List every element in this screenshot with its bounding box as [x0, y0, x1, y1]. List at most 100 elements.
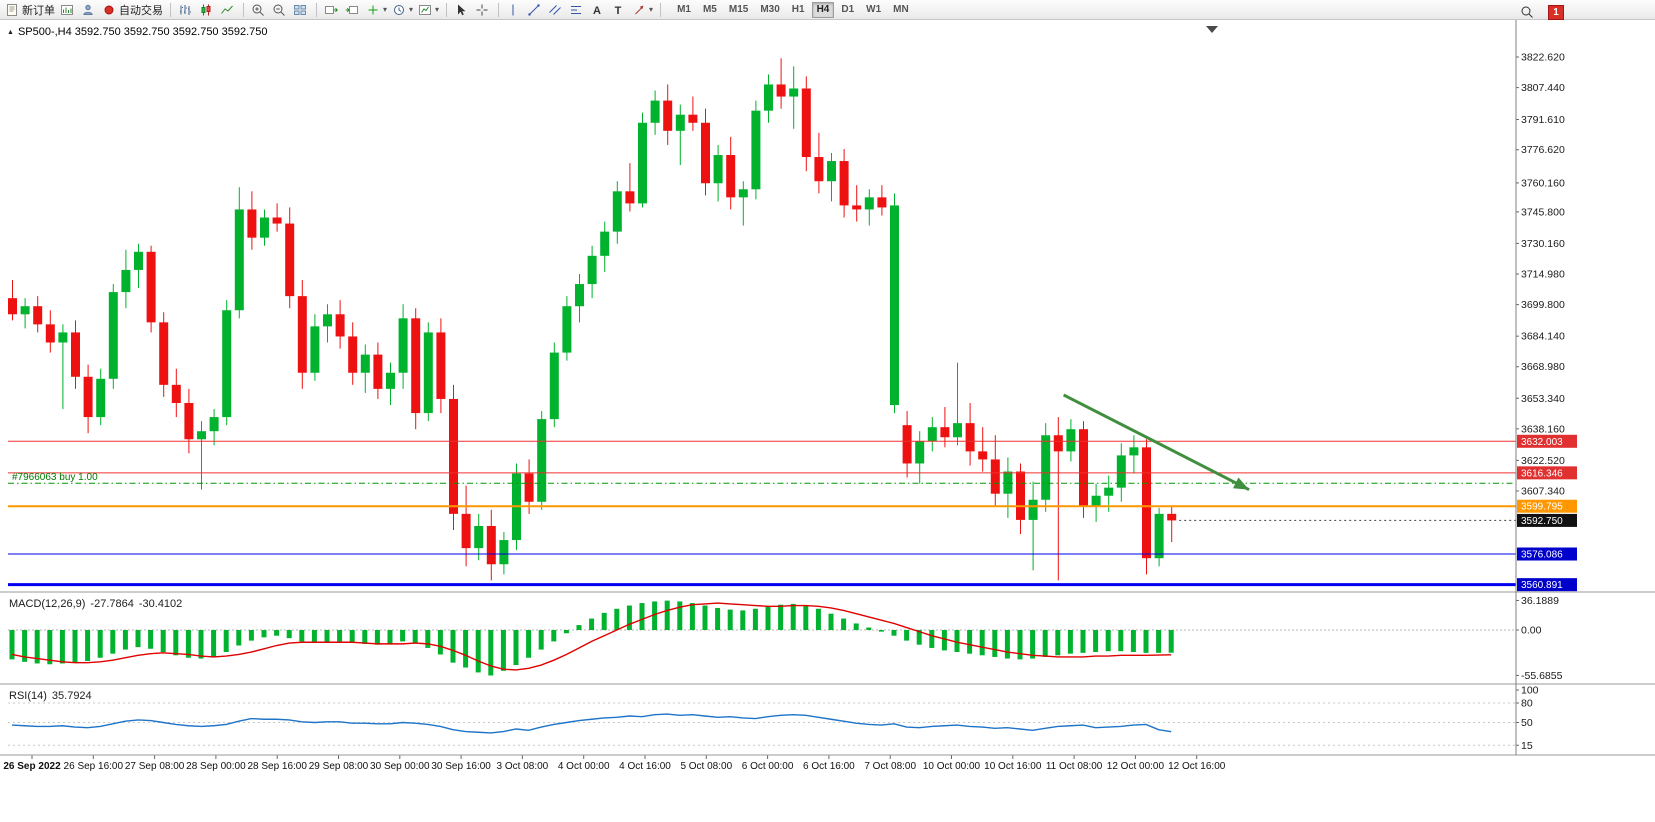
text-button[interactable]: A: [588, 1, 608, 19]
toolbar-right-cluster: 1: [1518, 3, 1564, 21]
svg-text:15: 15: [1521, 740, 1533, 752]
svg-text:12 Oct 16:00: 12 Oct 16:00: [1168, 761, 1226, 772]
timeframe-m1-button[interactable]: M1: [672, 2, 696, 18]
separator: [316, 2, 317, 17]
timeframe-h1-button[interactable]: H1: [787, 2, 810, 18]
svg-text:28 Sep 16:00: 28 Sep 16:00: [247, 761, 307, 772]
tile-windows-button[interactable]: [291, 1, 311, 19]
timeframe-d1-button[interactable]: D1: [836, 2, 859, 18]
chevron-down-icon: ▾: [649, 4, 654, 14]
symbol-ohlc-text: SP500-,H4 3592.750 3592.750 3592.750 359…: [17, 26, 268, 38]
time-axis[interactable]: 26 Sep 2022 26 Sep 16:00 27 Sep 08:00 28 Se…: [3, 755, 1226, 772]
separator: [660, 2, 662, 17]
chart-window: 36.1889 0.00 -55.6855 100 80 50 15 3822.620 3807…: [0, 20, 1655, 822]
fibonacci-button[interactable]: [567, 1, 587, 19]
auto-scroll-button[interactable]: [322, 1, 342, 19]
svg-text:3760.160: 3760.160: [1521, 177, 1565, 189]
autotrading-icon: [104, 5, 114, 14]
rsi-line: [11, 713, 1172, 734]
notification-badge[interactable]: 1: [1548, 4, 1564, 20]
macd-signal-value: -30.4102: [138, 598, 183, 610]
search-icon: [1521, 6, 1533, 18]
search-button[interactable]: [1518, 3, 1538, 21]
candlestick-chart-button[interactable]: [197, 1, 217, 19]
zoom-in-button[interactable]: [249, 1, 269, 19]
indicators-button[interactable]: ▾: [364, 1, 389, 19]
svg-text:30 Sep 00:00: 30 Sep 00:00: [370, 761, 430, 772]
svg-text:3791.610: 3791.610: [1521, 114, 1565, 126]
macd-main-value: -27.7864: [90, 598, 134, 610]
trade-order-label[interactable]: #7966063 buy 1.00: [12, 472, 98, 483]
text-label-button[interactable]: T: [609, 1, 629, 19]
cursor-button[interactable]: [452, 1, 472, 19]
svg-text:3745.800: 3745.800: [1521, 206, 1565, 218]
svg-text:26 Sep 16:00: 26 Sep 16:00: [64, 761, 124, 772]
new-order-label: 新订单: [22, 4, 55, 17]
svg-text:6 Oct 00:00: 6 Oct 00:00: [742, 761, 794, 772]
separator: [498, 2, 500, 17]
svg-text:50: 50: [1521, 717, 1533, 729]
trendline-button[interactable]: [525, 1, 545, 19]
one-click-arrow-icon[interactable]: ▲: [7, 28, 14, 36]
new-order-button[interactable]: 新订单: [3, 1, 57, 19]
symbol-info-bar: ▲ SP500-,H4 3592.750 3592.750 3592.750 3…: [7, 26, 268, 38]
trend-arrow: [1062, 393, 1250, 492]
templates-button[interactable]: ▾: [416, 1, 441, 19]
charts-button[interactable]: [58, 1, 78, 19]
price-lines-layer[interactable]: [8, 393, 1516, 587]
autotrading-button[interactable]: 自动交易: [100, 1, 165, 19]
svg-text:0.00: 0.00: [1521, 625, 1542, 637]
svg-text:3714.980: 3714.980: [1521, 269, 1565, 281]
svg-text:28 Sep 00:00: 28 Sep 00:00: [186, 761, 246, 772]
rsi-value: 35.7924: [51, 690, 92, 702]
timeframe-w1-button[interactable]: W1: [861, 2, 886, 18]
clock-icon: [394, 4, 405, 15]
candles-layer[interactable]: [8, 58, 1177, 581]
experts-button[interactable]: [79, 1, 99, 19]
channel-icon: [549, 4, 561, 15]
macd-indicator-label: MACD(12,26,9) -27.7864 -30.4102: [9, 598, 182, 610]
svg-text:3668.980: 3668.980: [1521, 361, 1565, 373]
vertical-line-button[interactable]: [504, 1, 524, 19]
periods-button[interactable]: ▾: [390, 1, 415, 19]
chart-shift-button[interactable]: [343, 1, 363, 19]
chart-shift-icon: [345, 5, 358, 14]
fibonacci-icon: [571, 5, 582, 14]
svg-text:3599.795: 3599.795: [1521, 502, 1563, 513]
arrows-button[interactable]: ▾: [630, 1, 655, 19]
macd-panel[interactable]: 36.1889 0.00 -55.6855: [8, 595, 1563, 682]
svg-text:3622.520: 3622.520: [1521, 455, 1565, 467]
svg-text:29 Sep 08:00: 29 Sep 08:00: [309, 761, 369, 772]
svg-text:27 Sep 08:00: 27 Sep 08:00: [125, 761, 185, 772]
timeframe-h4-button[interactable]: H4: [811, 1, 835, 18]
svg-text:4 Oct 16:00: 4 Oct 16:00: [619, 761, 671, 772]
auto-scroll-icon: [325, 5, 338, 14]
svg-text:5 Oct 08:00: 5 Oct 08:00: [680, 761, 732, 772]
channel-button[interactable]: [546, 1, 566, 19]
chevron-down-icon: ▾: [383, 4, 388, 14]
svg-text:3776.620: 3776.620: [1521, 144, 1565, 156]
svg-text:80: 80: [1521, 698, 1533, 710]
timeframe-m30-button[interactable]: M30: [755, 2, 784, 18]
svg-text:3560.891: 3560.891: [1521, 580, 1563, 591]
price-axis[interactable]: 3822.620 3807.440 3791.610 3776.620 3760.160…: [1516, 52, 1577, 592]
rsi-indicator-label: RSI(14) 35.7924: [9, 690, 92, 702]
svg-text:3607.340: 3607.340: [1521, 486, 1565, 498]
timeframe-mn-button[interactable]: MN: [888, 2, 914, 18]
indicators-icon: [368, 5, 378, 14]
bar-chart-button[interactable]: [176, 1, 196, 19]
zoom-out-button[interactable]: [270, 1, 290, 19]
timeframe-m5-button[interactable]: M5: [698, 2, 722, 18]
svg-text:-55.6855: -55.6855: [1521, 670, 1563, 682]
crosshair-button[interactable]: [473, 1, 493, 19]
line-chart-button[interactable]: [218, 1, 238, 19]
timeframe-m15-button[interactable]: M15: [724, 2, 753, 18]
svg-text:11 Oct 08:00: 11 Oct 08:00: [1046, 761, 1103, 772]
svg-text:12 Oct 00:00: 12 Oct 00:00: [1107, 761, 1165, 772]
svg-text:3653.340: 3653.340: [1521, 393, 1565, 405]
svg-text:4 Oct 00:00: 4 Oct 00:00: [558, 761, 610, 772]
expert-icon: [83, 4, 93, 15]
svg-text:7 Oct 08:00: 7 Oct 08:00: [864, 761, 916, 772]
